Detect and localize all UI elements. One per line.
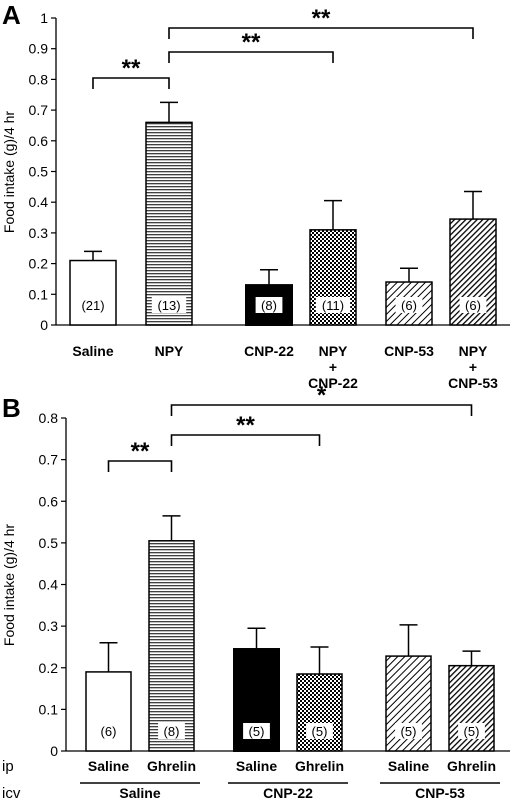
n-label-a: (8) (261, 298, 277, 313)
y-tick-label-a: 0.1 (29, 286, 49, 302)
y-tick-label-b: 0.6 (39, 493, 59, 509)
n-label-bg-a (75, 297, 111, 313)
ip-category-label: Saline (388, 758, 429, 774)
chart-panel-a: 0 0.1 0.2 0.3 0.4 0.5 0.6 0.7 0.8 0.9 1 (21) (13) (8)… (29, 5, 510, 391)
icv-group-label: CNP-22 (263, 785, 313, 801)
ip-category-label: Saline (88, 758, 129, 774)
bar-a (69, 259, 117, 326)
category-label-a: NPY (155, 343, 184, 359)
n-label-bg-a (255, 297, 283, 313)
n-label-b: (8) (164, 724, 180, 739)
category-label-a: Saline (72, 343, 113, 359)
y-tick-label-a: 0.9 (29, 41, 49, 57)
y-tick-label-a: 0 (40, 317, 48, 333)
y-tick-label-b: 0.7 (39, 452, 59, 468)
panel-label-b: B (2, 393, 21, 423)
panel-label-a: A (2, 0, 21, 30)
n-label-b: (5) (249, 724, 265, 739)
n-label-bg-b (95, 723, 122, 739)
category-label-a: CNP-53 (384, 343, 434, 359)
significance-bracket-a (168, 27, 474, 39)
n-label-bg-b (243, 723, 270, 739)
ip-category-label: Ghrelin (447, 758, 496, 774)
category-label-a: NPY (319, 343, 348, 359)
significance-bracket-a (168, 51, 334, 63)
significance-bracket-b (107, 460, 173, 472)
y-tick-label-b: 0.5 (39, 535, 59, 551)
significance-label-b: ** (131, 438, 150, 465)
bar-b (85, 671, 132, 752)
ip-category-label: Ghrelin (295, 758, 344, 774)
n-label-a: (13) (157, 298, 180, 313)
n-label-bg-b (458, 723, 485, 739)
significance-label-b: * (317, 382, 327, 409)
n-label-bg-b (158, 723, 185, 739)
y-tick-label-b: 0.8 (39, 410, 59, 426)
y-tick-label-b: 0 (50, 743, 58, 759)
ip-category-label: Saline (236, 758, 277, 774)
n-label-bg-b (395, 723, 422, 739)
significance-bracket-b (170, 434, 321, 446)
chart-panel-b: 0 0.1 0.2 0.3 0.4 0.5 0.6 0.7 0.8 (6) (8) (5) (5) (5)… (39, 382, 510, 801)
n-label-a: (11) (322, 298, 344, 313)
y-tick-label-b: 0.3 (39, 618, 59, 634)
y-tick-label-a: 0.2 (29, 256, 49, 272)
y-tick-label-a: 1 (40, 10, 48, 26)
ip-category-label: Ghrelin (147, 758, 196, 774)
ip-row-label: ip (2, 758, 14, 775)
icv-group-label: CNP-53 (415, 785, 465, 801)
y-tick-label-a: 0.3 (29, 225, 49, 241)
n-label-b: (5) (401, 724, 417, 739)
n-label-bg-a (151, 297, 187, 313)
category-label-a: CNP-53 (448, 375, 498, 391)
n-label-b: (5) (312, 724, 328, 739)
y-axis-label-b: Food intake (g)/4 hr (1, 524, 17, 647)
y-tick-label-a: 0.5 (29, 164, 49, 180)
n-label-bg-a (459, 297, 487, 313)
n-label-bg-b (306, 723, 333, 739)
icv-group-label: Saline (119, 785, 160, 801)
y-tick-label-b: 0.2 (39, 660, 59, 676)
n-label-a: (6) (401, 298, 417, 313)
y-tick-label-a: 0.7 (29, 102, 49, 118)
significance-label-a: ** (312, 5, 331, 32)
y-tick-label-b: 0.4 (39, 577, 59, 593)
category-label-a: + (329, 359, 337, 375)
icv-row-label: icv (2, 785, 21, 802)
y-tick-label-a: 0.6 (29, 133, 49, 149)
y-axis-label-a: Food intake (g)/4 hr (1, 111, 17, 234)
n-label-a: (21) (81, 298, 104, 313)
n-label-b: (5) (464, 724, 480, 739)
category-label-a: CNP-22 (244, 343, 294, 359)
significance-label-a: ** (242, 29, 261, 56)
significance-bracket-b (170, 404, 473, 416)
n-label-bg-a (315, 297, 351, 313)
significance-bracket-a (92, 77, 170, 89)
bar-a (145, 121, 193, 326)
y-tick-label-a: 0.4 (29, 194, 49, 210)
y-tick-label-b: 0.1 (39, 701, 59, 717)
y-tick-label-a: 0.8 (29, 71, 49, 87)
bar-b (148, 540, 195, 752)
significance-label-a: ** (122, 55, 141, 82)
significance-label-b: ** (236, 412, 255, 439)
category-label-a: + (469, 359, 477, 375)
n-label-bg-a (395, 297, 423, 313)
bar-b (296, 673, 343, 752)
category-label-a: CNP-22 (308, 375, 358, 391)
category-label-a: NPY (459, 343, 488, 359)
n-label-a: (6) (465, 298, 481, 313)
n-label-b: (6) (101, 724, 117, 739)
